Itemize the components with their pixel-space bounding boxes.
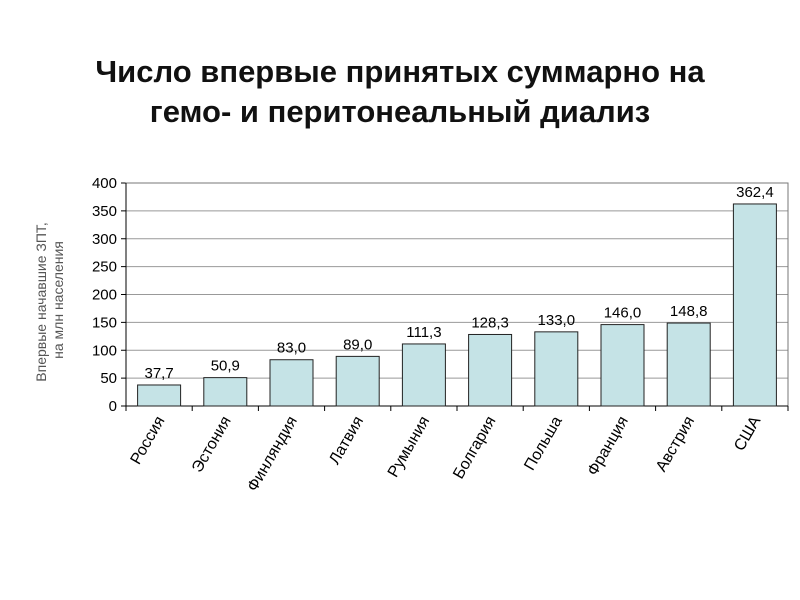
data-label: 111,3: [406, 324, 441, 341]
y-tick-label: 400: [92, 175, 117, 192]
bar: [203, 377, 248, 407]
category-label: Эстония: [189, 414, 235, 476]
bars-layer: [137, 203, 777, 407]
bar: [468, 333, 513, 407]
y-axis-label-line-2: на млн населения: [50, 241, 66, 359]
y-tick-label: 350: [92, 203, 117, 220]
category-label: Румыния: [385, 414, 433, 481]
title-line-2: гемо- и перитонеальный диализ: [149, 94, 651, 129]
category-label: Болгария: [450, 413, 499, 481]
bar: [269, 359, 314, 407]
category-label: Россия: [128, 414, 169, 468]
bar: [534, 331, 579, 407]
data-label: 89,0: [343, 336, 372, 353]
data-label: 148,8: [670, 303, 708, 320]
bar: [137, 384, 182, 407]
y-tick-label: 300: [92, 231, 117, 248]
data-label: 83,0: [277, 340, 306, 357]
category-label: Латвия: [326, 414, 367, 468]
data-label: 146,0: [604, 305, 642, 322]
data-label: 37,7: [144, 365, 173, 382]
data-label: 133,0: [538, 312, 576, 329]
title-line-1: Число впервые принятых суммарно на: [95, 54, 705, 89]
y-tick-label: 100: [92, 342, 117, 359]
category-label: Франция: [584, 414, 632, 479]
y-tick-label: 250: [92, 259, 117, 276]
category-label: Финляндия: [244, 414, 301, 495]
category-label: Польша: [521, 413, 565, 473]
y-tick-label: 150: [92, 314, 117, 331]
bar: [600, 324, 645, 407]
data-label: 362,4: [736, 184, 774, 201]
y-tick-label: 200: [92, 287, 117, 304]
data-label: 50,9: [211, 358, 240, 375]
category-label: Австрия: [653, 414, 698, 475]
y-axis-label-line-1: Впервые начавшие ЗПТ,: [33, 222, 49, 382]
category-label: США: [731, 413, 764, 454]
bar: [401, 343, 446, 407]
bar: [335, 355, 380, 407]
y-axis-label: Впервые начавшие ЗПТ, на млн населения: [33, 218, 66, 381]
chart-title: Число впервые принятых суммарно на гемо-…: [0, 52, 800, 132]
y-tick-label: 50: [100, 370, 117, 387]
bar: [666, 322, 711, 407]
bar: [732, 203, 777, 407]
data-label: 128,3: [471, 314, 509, 331]
y-tick-label: 0: [109, 398, 117, 415]
